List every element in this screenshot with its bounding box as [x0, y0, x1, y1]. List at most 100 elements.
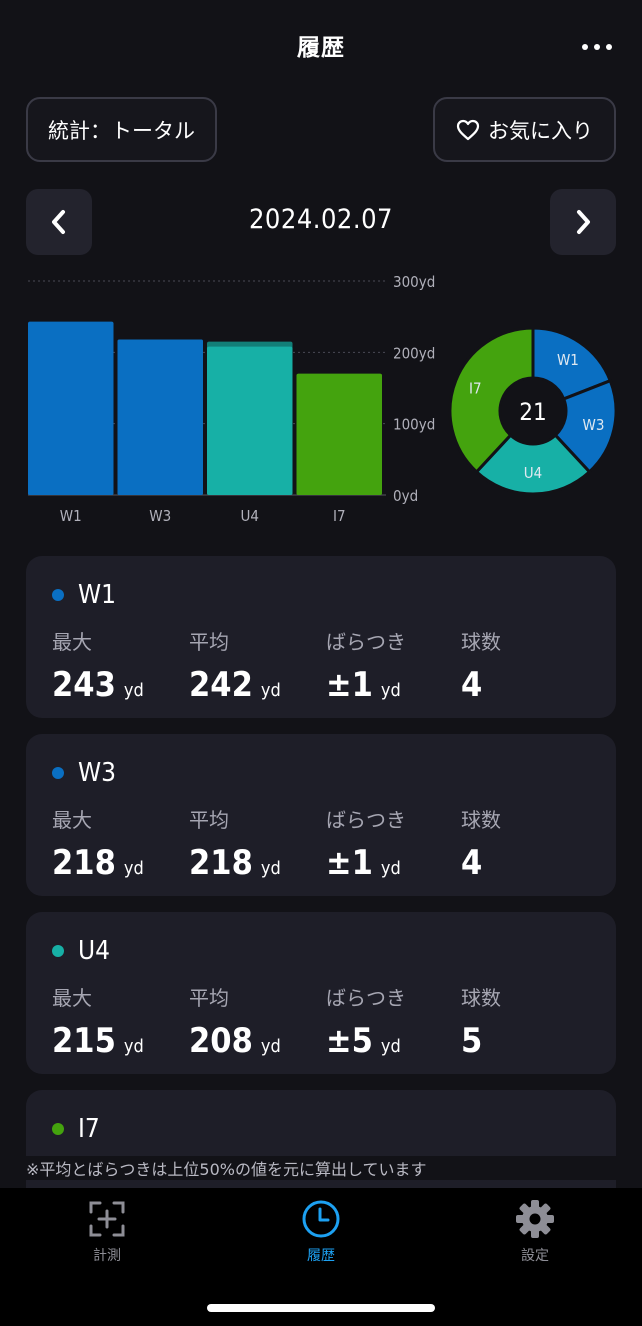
y-tick-label: 300yd — [393, 273, 435, 291]
header: 履歴 — [0, 0, 642, 96]
stat-max-label: 最大 — [52, 986, 92, 1010]
stat-ball-count: 球数 5 — [461, 982, 501, 1061]
donut-slice-U4 — [474, 433, 592, 496]
gear-icon — [516, 1200, 554, 1238]
stat-average-label: 平均 — [189, 630, 229, 654]
shot-count-donut-chart: W1 W3 U4 I7 21 — [448, 326, 618, 496]
club-title-row: W1 — [52, 580, 116, 610]
club-name: W3 — [78, 758, 117, 788]
club-color-dot — [52, 1123, 64, 1135]
club-color-dot — [52, 589, 64, 601]
donut-slice-label: U4 — [524, 464, 542, 482]
stat-average-label: 平均 — [189, 808, 229, 832]
tab-measure[interactable]: 計測 — [0, 1188, 214, 1278]
stat-unit: yd — [380, 680, 401, 701]
stat-average: 平均 208 yd — [189, 982, 281, 1061]
stat-ball-count-label: 球数 — [461, 986, 501, 1010]
tab-measure-label: 計測 — [93, 1248, 121, 1264]
x-tick-label: I7 — [333, 507, 346, 525]
tab-bar: 計測 履歴 — [0, 1188, 642, 1326]
donut-slice-label: I7 — [469, 379, 482, 397]
club-card-u4[interactable]: U4 最大 215 yd 平均 208 yd ばらつき ±5 yd 球数 5 — [26, 912, 616, 1074]
tab-settings[interactable]: 設定 — [428, 1188, 642, 1278]
y-tick-label: 200yd — [393, 344, 435, 362]
club-name: U4 — [78, 936, 111, 966]
stat-spread-label: ばらつき — [326, 808, 406, 832]
bar-average-U4 — [207, 346, 293, 495]
donut-slice-W3 — [553, 378, 618, 474]
stat-average: 平均 218 yd — [189, 804, 281, 883]
heart-icon — [456, 119, 480, 140]
bar-average-W1 — [28, 322, 114, 495]
page-title: 履歴 — [297, 35, 345, 61]
y-tick-label: 0yd — [393, 487, 418, 505]
stats-total-label: 統計：トータル — [48, 118, 195, 143]
x-tick-label: U4 — [241, 507, 259, 525]
donut-center-total: 21 — [519, 398, 546, 426]
donut-slice-label: W1 — [557, 351, 579, 369]
stat-average-value: 208 — [189, 1021, 253, 1061]
donut-slice-label: W3 — [582, 416, 604, 434]
stat-max-label: 最大 — [52, 630, 92, 654]
club-title-row: U4 — [52, 936, 110, 966]
tab-history-label: 履歴 — [307, 1248, 335, 1264]
date-label: 2024.02.07 — [248, 204, 394, 235]
stat-max-value: 243 — [52, 665, 116, 705]
x-tick-label: W3 — [149, 507, 171, 525]
tab-settings-label: 設定 — [521, 1248, 549, 1264]
stat-spread-value: ±5 — [326, 1021, 373, 1061]
stat-unit: yd — [380, 1036, 401, 1057]
next-date-button[interactable] — [550, 189, 616, 255]
clock-icon — [302, 1200, 340, 1238]
stat-unit: yd — [260, 858, 281, 879]
club-card-w3[interactable]: W3 最大 218 yd 平均 218 yd ばらつき ±1 yd 球数 4 — [26, 734, 616, 896]
stat-ball-count-value: 4 — [461, 665, 483, 705]
club-title-row: I7 — [52, 1114, 100, 1144]
donut-hole — [501, 379, 565, 443]
stat-max-label: 最大 — [52, 808, 92, 832]
more-horizontal-icon[interactable] — [580, 38, 614, 56]
stat-ball-count-label: 球数 — [461, 808, 501, 832]
favorite-label: お気に入り — [488, 118, 593, 143]
stat-ball-count-label: 球数 — [461, 630, 501, 654]
x-tick-label: W1 — [60, 507, 82, 525]
stat-spread: ばらつき ±1 yd — [326, 626, 406, 705]
bar-average-I7 — [296, 373, 382, 495]
club-title-row: W3 — [52, 758, 116, 788]
stat-spread: ばらつき ±1 yd — [326, 804, 406, 883]
stat-average-label: 平均 — [189, 986, 229, 1010]
stat-max-value: 215 — [52, 1021, 116, 1061]
prev-date-button[interactable] — [26, 189, 92, 255]
measure-icon — [89, 1201, 125, 1237]
stat-spread-label: ばらつき — [326, 986, 406, 1010]
stat-average-value: 242 — [189, 665, 253, 705]
bar-average-W3 — [117, 339, 203, 495]
tab-history[interactable]: 履歴 — [214, 1188, 428, 1278]
favorite-button[interactable]: お気に入り — [433, 97, 616, 162]
stat-unit: yd — [123, 680, 144, 701]
stat-unit: yd — [260, 1036, 281, 1057]
home-indicator — [207, 1304, 435, 1312]
stat-ball-count-value: 4 — [461, 843, 483, 883]
stat-ball-count: 球数 4 — [461, 626, 501, 705]
club-color-dot — [52, 767, 64, 779]
stat-unit: yd — [260, 680, 281, 701]
distance-bar-chart: 0yd 100yd 200yd 300yd W1 W3 U4 I7 — [28, 273, 435, 525]
stat-spread: ばらつき ±5 yd — [326, 982, 406, 1061]
stat-unit: yd — [380, 858, 401, 879]
stat-spread-value: ±1 — [326, 843, 373, 883]
stat-max: 最大 243 yd — [52, 626, 144, 705]
donut-slice-W1 — [531, 326, 613, 401]
chevron-left-icon — [52, 210, 65, 234]
stat-ball-count: 球数 4 — [461, 804, 501, 883]
stat-average-value: 218 — [189, 843, 253, 883]
club-color-dot — [52, 945, 64, 957]
stat-max: 最大 218 yd — [52, 804, 144, 883]
stat-max: 最大 215 yd — [52, 982, 144, 1061]
donut-slice-I7 — [448, 326, 535, 474]
club-name: W1 — [78, 580, 117, 610]
club-name: I7 — [78, 1114, 100, 1144]
stats-total-button[interactable]: 統計：トータル — [26, 97, 217, 162]
stat-average: 平均 242 yd — [189, 626, 281, 705]
club-card-w1[interactable]: W1 最大 243 yd 平均 242 yd ばらつき ±1 yd 球数 4 — [26, 556, 616, 718]
